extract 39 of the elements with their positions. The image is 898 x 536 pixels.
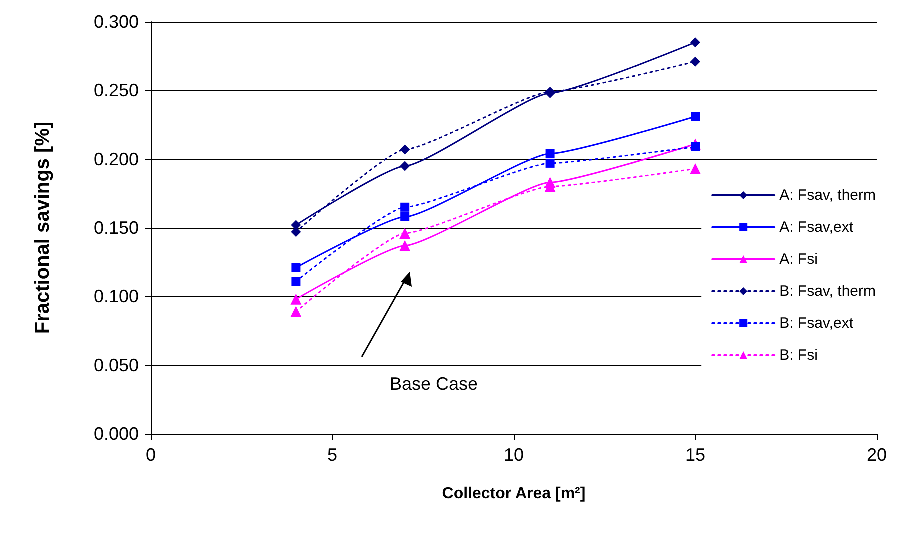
x-tick-label: 5: [327, 445, 338, 465]
x-axis-title: Collector Area [m²]: [442, 486, 586, 502]
legend-label: B: Fsi: [780, 347, 818, 364]
point: [290, 306, 302, 318]
point: [400, 144, 410, 155]
point: [690, 56, 700, 67]
y-axis-title: Fractional savings [%]: [32, 122, 54, 334]
point: [690, 142, 700, 152]
legend-label: B: Fsav, therm: [780, 283, 876, 300]
y-tick-label: 0.050: [94, 355, 139, 376]
y-tick-label: 0.250: [94, 80, 139, 101]
x-tick-label: 0: [146, 445, 156, 465]
point: [292, 263, 301, 272]
point: [400, 212, 410, 222]
legend-label: A: Fsav, therm: [780, 187, 876, 204]
point: [291, 227, 302, 238]
annotation: Base Case: [390, 374, 478, 394]
point: [400, 202, 410, 212]
x-tick-label: 20: [866, 445, 888, 465]
y-tick-label: 0.300: [94, 12, 139, 32]
point: [690, 112, 700, 122]
point: [690, 38, 700, 48]
point: [290, 294, 302, 305]
legend-label: A: Fsi: [780, 251, 818, 268]
point: [400, 228, 411, 239]
point: [546, 149, 555, 158]
point: [292, 277, 301, 286]
y-tick-label: 0.200: [94, 149, 139, 170]
point: [546, 158, 555, 168]
point: [690, 163, 701, 174]
y-tick-label: 0.100: [94, 286, 139, 307]
y-tick-label: 0.150: [94, 218, 139, 238]
y-tick-label: 0.000: [94, 424, 139, 444]
x-tick-label: 10: [504, 445, 524, 465]
x-tick-label: 15: [685, 445, 706, 465]
legend-label: B: Fsav,ext: [780, 315, 854, 332]
legend-label: A: Fsav,ext: [780, 219, 854, 236]
point: [400, 161, 410, 172]
point: [400, 240, 411, 252]
